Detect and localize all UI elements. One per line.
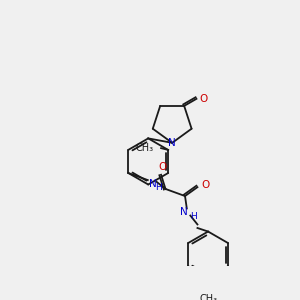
Text: H: H (190, 212, 197, 221)
Text: N: N (168, 138, 176, 148)
Text: O: O (199, 94, 207, 104)
Text: CH₃: CH₃ (136, 143, 154, 153)
Text: N: N (180, 207, 188, 217)
Text: H: H (155, 183, 162, 192)
Text: CH₃: CH₃ (199, 294, 217, 300)
Text: O: O (159, 162, 167, 172)
Text: O: O (201, 180, 209, 190)
Text: N: N (149, 179, 156, 189)
